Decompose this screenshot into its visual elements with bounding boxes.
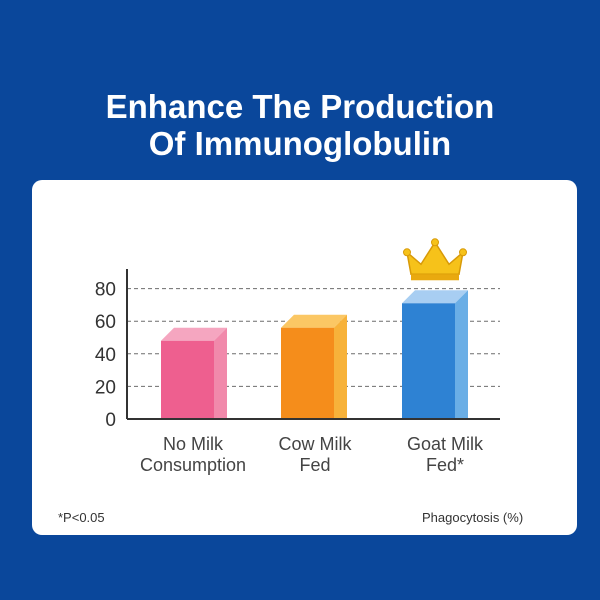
x-tick-label: Fed* — [426, 455, 464, 475]
chart-title: Enhance The Production Of Immunoglobulin — [0, 88, 600, 162]
bar — [281, 327, 334, 419]
crown-jewel — [431, 238, 439, 247]
title-line-2: Of Immunoglobulin — [148, 125, 452, 162]
x-tick-label: Fed — [299, 455, 330, 475]
x-tick-label: No Milk — [163, 434, 224, 454]
y-axis-label: Phagocytosis (%) — [422, 510, 524, 525]
bar-side — [334, 314, 347, 419]
bar-side — [214, 327, 227, 419]
crown-band — [411, 274, 459, 281]
bar-top — [281, 314, 347, 328]
title-line-1: Enhance The Production — [105, 88, 495, 125]
y-tick-label: 0 — [105, 410, 116, 431]
bar-top — [161, 327, 227, 341]
crown-jewel — [459, 248, 467, 257]
y-tick-label: 80 — [95, 280, 116, 301]
crown-jewel — [403, 248, 411, 257]
y-tick-label: 20 — [95, 377, 116, 398]
x-tick-label: Cow Milk — [278, 434, 352, 454]
y-tick-label: 40 — [95, 345, 116, 366]
bar — [161, 340, 214, 419]
y-tick-label: 60 — [95, 312, 116, 333]
bar — [402, 303, 455, 419]
x-tick-label: Consumption — [140, 455, 246, 475]
crown-icon — [405, 240, 465, 276]
bar-side — [455, 290, 468, 419]
x-tick-label: Goat Milk — [407, 434, 484, 454]
footnote: *P<0.05 — [58, 510, 105, 525]
bar-top — [402, 290, 468, 304]
